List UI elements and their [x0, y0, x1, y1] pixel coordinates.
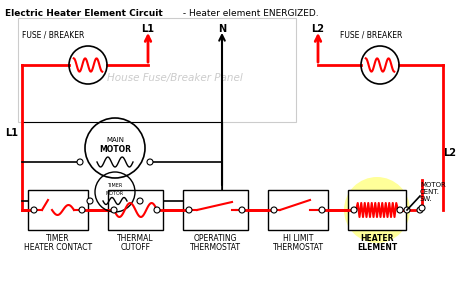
Circle shape	[147, 159, 153, 165]
Bar	[108, 190, 163, 230]
Circle shape	[270, 207, 276, 213]
Text: THERMOSTAT: THERMOSTAT	[272, 243, 323, 252]
Text: HI LIMIT: HI LIMIT	[282, 234, 313, 243]
Circle shape	[137, 198, 143, 204]
Circle shape	[111, 207, 117, 213]
Bar	[22, 122, 221, 210]
Text: - Heater element ENERGIZED.: - Heater element ENERGIZED.	[180, 9, 318, 18]
Text: OPERATING: OPERATING	[194, 234, 237, 243]
Text: FUSE / BREAKER: FUSE / BREAKER	[339, 30, 401, 39]
Text: MOTOR: MOTOR	[99, 145, 131, 155]
Bar	[182, 190, 247, 230]
Text: MAIN: MAIN	[106, 137, 124, 143]
Bar	[268, 190, 327, 230]
Text: CUTOFF: CUTOFF	[120, 243, 150, 252]
Text: ELEMENT: ELEMENT	[356, 243, 396, 252]
Circle shape	[418, 205, 424, 211]
Text: TIMER: TIMER	[46, 234, 69, 243]
Circle shape	[87, 198, 93, 204]
Circle shape	[154, 207, 160, 213]
Text: THERMOSTAT: THERMOSTAT	[189, 243, 240, 252]
Text: L2: L2	[311, 24, 324, 34]
Circle shape	[343, 177, 409, 243]
Circle shape	[403, 207, 409, 213]
Text: MOTOR: MOTOR	[106, 192, 124, 196]
Bar	[347, 190, 405, 230]
Text: TIMER: TIMER	[107, 183, 122, 188]
Text: L2: L2	[442, 148, 455, 158]
Text: L1: L1	[5, 128, 18, 138]
Bar	[28, 190, 88, 230]
Circle shape	[77, 159, 83, 165]
Bar	[18, 18, 295, 122]
Text: L1: L1	[141, 24, 154, 34]
Text: THERMAL: THERMAL	[117, 234, 153, 243]
Circle shape	[396, 207, 402, 213]
Circle shape	[238, 207, 244, 213]
Circle shape	[79, 207, 85, 213]
Circle shape	[350, 207, 356, 213]
Text: N: N	[218, 24, 225, 34]
Circle shape	[31, 207, 37, 213]
Circle shape	[186, 207, 192, 213]
Text: House Fuse/Breaker Panel: House Fuse/Breaker Panel	[107, 73, 242, 83]
Text: HEATER: HEATER	[359, 234, 393, 243]
Circle shape	[416, 207, 422, 213]
Text: FUSE / BREAKER: FUSE / BREAKER	[22, 30, 84, 39]
Circle shape	[319, 207, 324, 213]
Text: HEATER CONTACT: HEATER CONTACT	[24, 243, 92, 252]
Text: MOTOR
CENT.
SW.: MOTOR CENT. SW.	[419, 182, 445, 202]
Text: Electric Heater Element Circuit: Electric Heater Element Circuit	[5, 9, 163, 18]
